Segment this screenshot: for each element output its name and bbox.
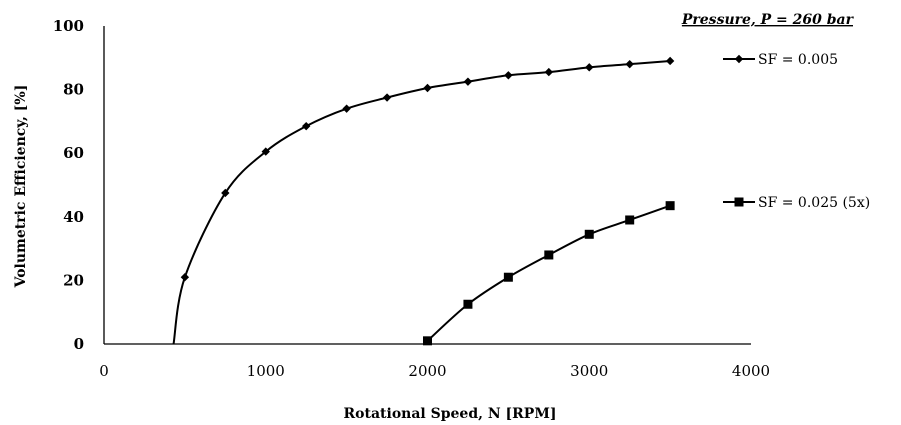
data-point xyxy=(544,250,554,260)
y-tick-labels: 0 20 40 60 80 100 xyxy=(53,17,84,353)
data-point xyxy=(585,63,594,72)
data-point xyxy=(423,83,432,93)
data-point xyxy=(504,71,513,80)
data-point xyxy=(584,229,594,239)
data-point xyxy=(180,273,190,282)
x-tick-label: 2000 xyxy=(408,362,446,380)
y-tick-label: 20 xyxy=(63,271,84,289)
data-point xyxy=(342,104,351,113)
axes xyxy=(103,26,751,345)
data-point xyxy=(382,93,392,102)
legend-marker xyxy=(734,54,744,64)
series-2 xyxy=(423,201,675,346)
data-point xyxy=(625,215,635,225)
legend-label: SF = 0.005 xyxy=(758,52,838,68)
series-layer xyxy=(172,56,675,346)
y-axis-title: Volumetric Efficiency, [%] xyxy=(13,85,29,289)
y-tick-label: 100 xyxy=(53,17,84,35)
data-point xyxy=(503,272,513,282)
legend-entry-2: SF = 0.025 (5x) xyxy=(723,195,870,211)
data-point xyxy=(423,336,432,346)
data-point xyxy=(221,188,230,198)
data-point xyxy=(463,77,473,86)
data-point xyxy=(301,121,311,131)
x-tick-labels: 0 1000 2000 3000 4000 xyxy=(99,362,770,380)
data-point xyxy=(625,59,634,69)
series-1 xyxy=(172,56,675,345)
y-tick-label: 60 xyxy=(63,144,84,162)
data-point xyxy=(544,67,554,77)
data-point xyxy=(665,56,675,66)
legend-marker xyxy=(734,197,744,207)
series-line xyxy=(172,59,671,345)
x-tick-label: 1000 xyxy=(247,362,285,380)
legend-entry-1: SF = 0.005 xyxy=(723,52,838,68)
data-point xyxy=(463,299,473,309)
y-tick-label: 0 xyxy=(74,335,84,353)
legend: SF = 0.005 SF = 0.025 (5x) xyxy=(723,52,870,211)
chart-title: Pressure, P = 260 bar xyxy=(681,12,855,28)
x-tick-label: 0 xyxy=(99,362,109,380)
y-tick-label: 80 xyxy=(63,81,84,99)
y-tick-label: 40 xyxy=(63,208,84,226)
x-axis-title: Rotational Speed, N [RPM] xyxy=(344,406,557,422)
legend-label: SF = 0.025 (5x) xyxy=(758,195,870,211)
data-point xyxy=(665,201,675,211)
x-tick-label: 3000 xyxy=(570,362,608,380)
x-tick-label: 4000 xyxy=(732,362,770,380)
series-line xyxy=(426,204,671,342)
data-point xyxy=(261,147,270,156)
